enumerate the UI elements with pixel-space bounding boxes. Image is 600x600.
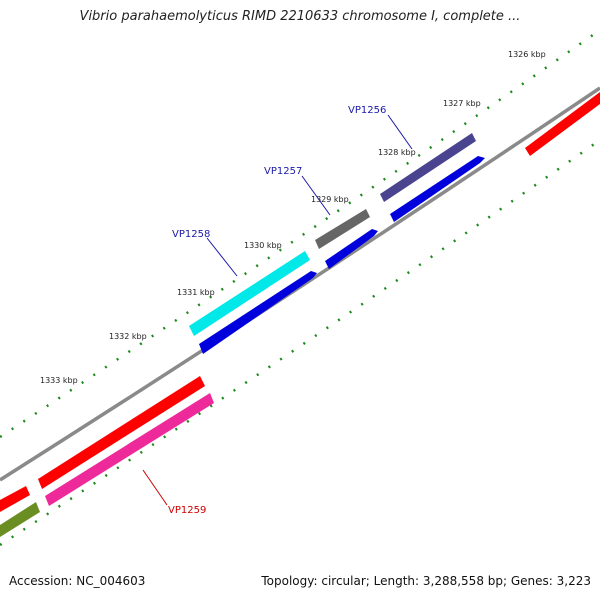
leader-vp1258 (206, 237, 238, 277)
leader-vp1257 (301, 175, 331, 216)
gene-vp1256-bar[interactable] (380, 133, 476, 202)
gene-olive-bar[interactable] (0, 502, 40, 537)
cds-arrow-2[interactable] (325, 229, 378, 269)
outer-tick-row (0, 28, 600, 439)
kbp-label-1331: 1331 kbp (177, 288, 215, 297)
gene-label-vp1257[interactable]: VP1257 (264, 166, 302, 177)
kbp-label-1328: 1328 kbp (378, 148, 416, 157)
kbp-label-1326: 1326 kbp (508, 50, 546, 59)
cds-arrow-1[interactable] (390, 156, 485, 222)
gene-vp1257-bar[interactable] (315, 209, 370, 249)
map-title: Vibrio parahaemolyticus RIMD 2210633 chr… (79, 9, 521, 24)
gene-label-vp1258[interactable]: VP1258 (172, 229, 210, 240)
leader-vp1259 (142, 469, 168, 506)
gene-vp1258-bar[interactable] (189, 251, 310, 336)
summary-text: Topology: circular; Length: 3,288,558 bp… (261, 574, 591, 588)
gene-red-bar-right[interactable] (525, 92, 600, 156)
gene-red-bar-edge[interactable] (0, 486, 30, 512)
kbp-label-1332: 1332 kbp (109, 332, 147, 341)
kbp-label-1333: 1333 kbp (40, 376, 78, 385)
cds-arrow-3[interactable] (199, 271, 317, 354)
gene-red-bar-left[interactable] (38, 376, 205, 489)
inner-tick-row (0, 138, 600, 547)
backbone-line (0, 86, 600, 482)
kbp-label-1329: 1329 kbp (311, 195, 349, 204)
accession-text: Accession: NC_004603 (9, 574, 146, 588)
gene-label-vp1256[interactable]: VP1256 (348, 105, 386, 116)
gene-label-vp1259[interactable]: VP1259 (168, 505, 206, 516)
leader-vp1256 (387, 114, 413, 150)
kbp-label-1330: 1330 kbp (244, 241, 282, 250)
gene-vp1259-bar[interactable] (45, 393, 214, 506)
kbp-label-1327: 1327 kbp (443, 99, 481, 108)
